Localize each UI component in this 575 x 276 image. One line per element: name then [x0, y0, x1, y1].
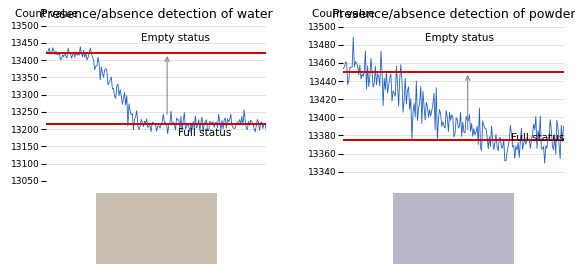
Text: Full status: Full status — [511, 133, 564, 143]
Text: Empty status: Empty status — [425, 33, 494, 43]
Text: Full status: Full status — [178, 128, 232, 138]
Text: Count value: Count value — [15, 9, 78, 19]
Text: Count value: Count value — [312, 9, 375, 19]
Title: Presence/absence detection of powder: Presence/absence detection of powder — [332, 8, 575, 21]
Text: Empty status: Empty status — [141, 33, 210, 43]
Title: Presence/absence detection of water: Presence/absence detection of water — [40, 8, 273, 21]
